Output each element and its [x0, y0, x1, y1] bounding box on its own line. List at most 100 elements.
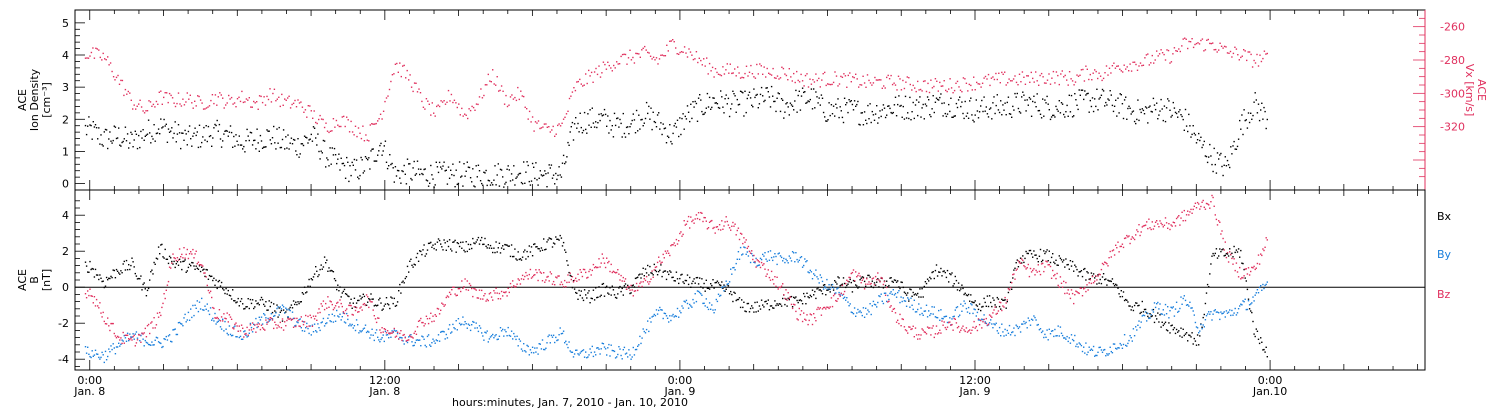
density-point — [983, 96, 985, 98]
by-point — [134, 333, 136, 335]
density-point — [755, 94, 757, 96]
vx-point — [1125, 68, 1127, 70]
by-point — [918, 303, 920, 305]
bx-point — [102, 280, 104, 282]
density-point — [572, 139, 575, 141]
density-point — [651, 128, 653, 131]
density-point — [541, 175, 544, 177]
density-point — [675, 126, 678, 128]
by-point — [167, 335, 170, 337]
by-point — [180, 322, 182, 325]
bx-point — [992, 297, 994, 299]
density-point — [811, 108, 814, 110]
vx-point — [1148, 64, 1150, 66]
bz-point — [704, 217, 706, 219]
vx-point — [90, 51, 93, 54]
bz-point — [485, 300, 487, 302]
bz-point — [426, 318, 429, 320]
bz-point — [309, 314, 311, 316]
by-point — [538, 343, 540, 345]
by-point — [648, 330, 650, 333]
bx-point — [1097, 274, 1099, 276]
by-point — [185, 321, 187, 323]
bx-point — [874, 284, 877, 286]
b-axis-label-line: ACE — [16, 269, 29, 291]
by-point — [920, 307, 922, 309]
bz-point — [423, 325, 425, 327]
density-point — [353, 158, 356, 161]
by-point — [880, 293, 882, 295]
vx-point — [976, 81, 978, 84]
bz-point — [410, 336, 412, 338]
density-point — [209, 135, 212, 137]
vx-point — [374, 123, 376, 125]
bx-point — [1056, 264, 1058, 266]
bx-point — [339, 286, 341, 288]
bz-point — [125, 334, 128, 336]
by-point — [93, 354, 96, 356]
bx-point — [476, 239, 478, 241]
density-point — [90, 124, 92, 127]
by-point — [264, 314, 266, 316]
density-point — [638, 114, 640, 116]
bx-point — [212, 279, 214, 282]
by-point — [292, 317, 295, 320]
vx-point — [123, 94, 125, 97]
density-point — [129, 142, 131, 144]
bx-point — [502, 245, 504, 247]
density-point — [514, 184, 516, 186]
b-tick-label: 0 — [62, 281, 69, 294]
bx-point — [362, 293, 364, 295]
bz-point — [800, 310, 803, 312]
vx-point — [378, 118, 380, 120]
bx-point — [279, 311, 281, 313]
bz-point — [558, 275, 560, 277]
bz-point — [89, 288, 91, 290]
vx-point — [537, 120, 540, 122]
density-point — [892, 111, 894, 114]
by-point — [224, 320, 226, 323]
density-point — [346, 156, 348, 159]
bx-point — [1094, 277, 1096, 279]
bx-point — [909, 288, 911, 290]
density-point — [87, 125, 89, 127]
vx-point — [831, 83, 833, 86]
by-point — [330, 320, 332, 323]
by-point — [850, 311, 852, 313]
density-point — [282, 129, 285, 131]
by-point — [821, 280, 824, 283]
bx-point — [333, 278, 336, 280]
by-point — [807, 271, 809, 273]
density-point — [264, 146, 266, 148]
bx-point — [145, 295, 148, 297]
density-point — [579, 112, 581, 114]
density-point — [266, 129, 268, 131]
vx-point — [1029, 81, 1031, 83]
vx-point — [1256, 53, 1258, 56]
bz-point — [505, 291, 507, 293]
by-point — [806, 260, 808, 262]
bx-point — [911, 295, 913, 297]
bx-point — [1060, 259, 1063, 261]
bz-point — [234, 323, 236, 326]
bz-point — [664, 250, 667, 252]
bz-point — [791, 307, 794, 310]
bx-point — [632, 284, 634, 286]
density-point — [406, 158, 409, 160]
density-point — [526, 161, 528, 163]
density-axis-label-line: Ion Density — [28, 68, 41, 131]
bx-point — [1079, 271, 1081, 273]
by-point — [298, 319, 300, 321]
vx-point — [136, 105, 138, 107]
bx-point — [1042, 259, 1044, 261]
bx-point — [621, 287, 623, 290]
bx-point — [191, 261, 193, 264]
by-point — [269, 319, 271, 321]
bx-point — [1175, 328, 1178, 331]
by-point — [1106, 353, 1108, 355]
bz-point — [849, 276, 851, 279]
bx-point — [952, 285, 954, 287]
bz-point — [894, 312, 897, 314]
bz-point — [429, 317, 431, 320]
